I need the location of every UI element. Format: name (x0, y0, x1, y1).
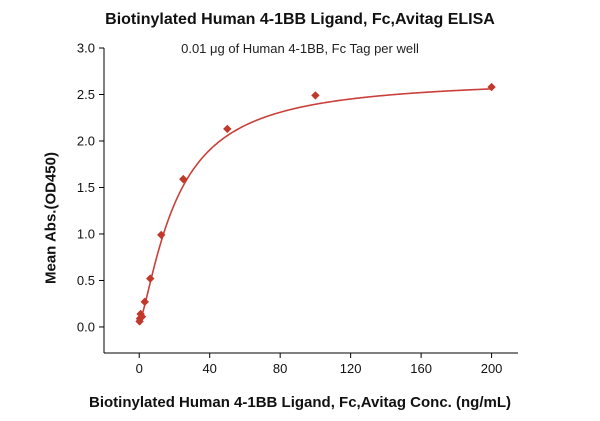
x-tick-label: 120 (340, 361, 362, 376)
y-tick-label: 3.0 (77, 41, 95, 56)
y-tick-label: 0.5 (77, 273, 95, 288)
y-tick-label: 0.0 (77, 319, 95, 334)
x-tick-label: 40 (202, 361, 216, 376)
data-point (179, 174, 188, 184)
data-point (137, 312, 147, 321)
data-point (146, 274, 155, 283)
data-point (311, 91, 320, 100)
data-point (223, 124, 232, 134)
y-tick-label: 1.5 (77, 180, 95, 195)
data-points (135, 82, 496, 326)
data-point (487, 82, 496, 92)
data-point (140, 297, 149, 307)
chart-title: Biotinylated Human 4-1BB Ligand, Fc,Avit… (105, 11, 495, 28)
chart-subtitle: 0.01 μg of Human 4-1BB, Fc Tag per well (181, 41, 419, 56)
x-tick-label: 200 (481, 361, 503, 376)
fit-curve-group (138, 88, 492, 323)
y-axis-label: Mean Abs.(OD450) (42, 152, 60, 284)
axes: 0.0 0.5 1.0 1.5 2.0 2.5 3.0 0 40 80 120 160 200 (77, 41, 518, 376)
y-tick-label: 1.0 (77, 226, 95, 241)
fit-curve (138, 88, 492, 323)
x-tick-label: 160 (410, 361, 432, 376)
data-point (157, 230, 166, 240)
x-axis-label: Biotinylated Human 4-1BB Ligand, Fc,Avit… (89, 394, 511, 411)
x-tick-label: 0 (136, 361, 143, 376)
y-tick-label: 2.5 (77, 87, 95, 102)
y-tick-label: 2.0 (77, 133, 95, 148)
x-tick-label: 80 (273, 361, 287, 376)
